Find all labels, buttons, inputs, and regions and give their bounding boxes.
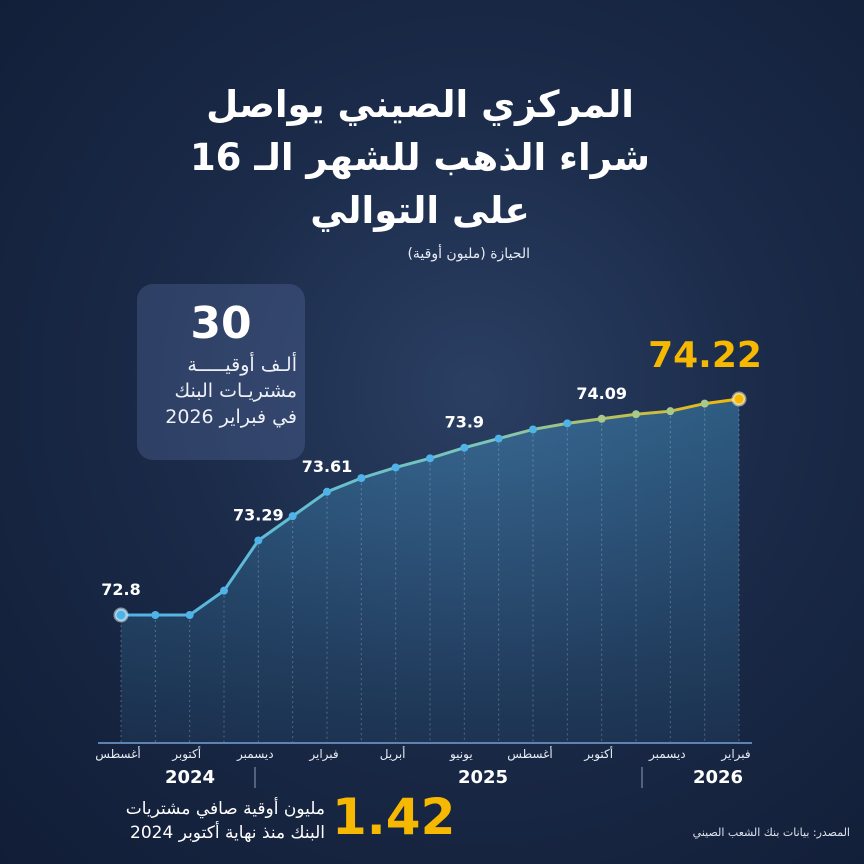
stat-text: مليون أوقية صافي مشتريات البنك منذ نهاية… [90, 797, 325, 845]
year-label: 2025 [458, 767, 508, 788]
data-point [151, 611, 160, 619]
chart-subtitle: الحيازة (مليون أوقية) [407, 246, 530, 262]
title-line: المركزي الصيني يواصل [206, 83, 634, 126]
card-line: في فبراير 2026 [165, 406, 297, 428]
x-tick-label: ديسمبر [648, 747, 686, 762]
data-label: 74.09 [576, 384, 627, 403]
year-label: 2026 [693, 767, 743, 788]
data-label: 74.22 [648, 335, 762, 376]
title-line: شراء الذهب للشهر الـ 16 [189, 136, 651, 179]
x-tick-label: أكتوبر [171, 746, 201, 762]
data-label: 73.61 [302, 457, 353, 476]
data-point [113, 607, 129, 623]
source-note: المصدر: بيانات بنك الشعب الصيني [692, 826, 850, 839]
data-point [357, 474, 366, 483]
title-line: على التوالي [310, 189, 530, 232]
data-point [632, 410, 640, 419]
stat-card [137, 284, 305, 460]
x-tick-label: فبراير [308, 747, 338, 762]
card-line: ألـف أوقيـــــة [187, 354, 297, 376]
data-point [391, 463, 400, 472]
data-point [323, 487, 331, 496]
data-point [460, 443, 469, 452]
data-point [185, 611, 194, 619]
data-label: 73.9 [445, 413, 484, 432]
x-tick-label: أغسطس [95, 746, 140, 762]
data-point [529, 425, 537, 434]
x-tick-label: أغسطس [507, 746, 552, 762]
year-label: 2024 [165, 767, 215, 788]
data-label: 72.8 [101, 580, 140, 599]
data-point [563, 419, 572, 428]
stat-line: البنك منذ نهاية أكتوبر 2024 [130, 823, 325, 843]
data-point [254, 536, 263, 545]
data-label: 73.29 [233, 505, 284, 524]
data-point [700, 399, 709, 408]
card-line: مشتريـات البنك [174, 380, 297, 402]
data-point [426, 454, 434, 463]
card-number: 30 [190, 298, 252, 349]
x-tick-label: ديسمبر [236, 747, 274, 762]
data-point [494, 434, 503, 443]
stat-line: مليون أوقية صافي مشتريات [125, 799, 325, 819]
x-tick-label: أبريل [380, 746, 406, 762]
x-tick-label: يونيو [449, 747, 473, 762]
x-tick-label: أكتوبر [583, 746, 613, 762]
data-point [220, 586, 228, 595]
data-point [597, 414, 606, 423]
x-tick-label: فبراير [720, 747, 750, 762]
data-point [666, 407, 675, 416]
card-text: ألـف أوقيـــــة مشتريـات البنك في فبراير… [137, 352, 297, 430]
data-point [288, 512, 297, 521]
stat-number: 1.42 [332, 788, 456, 846]
data-point [731, 391, 747, 407]
chart-area [121, 399, 739, 743]
page-title: المركزي الصيني يواصل شراء الذهب للشهر ال… [150, 78, 690, 237]
